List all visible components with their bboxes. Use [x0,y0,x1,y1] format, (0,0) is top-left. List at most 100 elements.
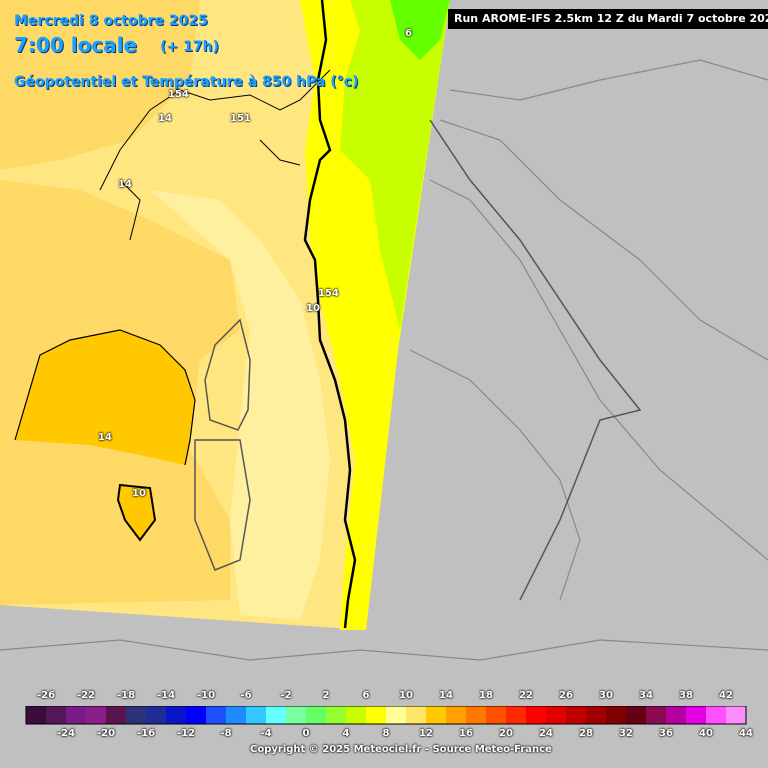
legend-swatch [326,706,347,724]
alps-contours [99,69,331,241]
legend-tick-label: 36 [659,728,673,739]
legend-swatch [666,706,687,724]
legend-swatch [726,706,747,724]
contour-label: 154 [318,288,339,299]
legend-tick-label: 24 [539,728,553,739]
legend-tick-label: 34 [639,690,653,701]
legend-frame [25,706,747,725]
legend-tick-label: 30 [599,690,613,701]
legend-swatch [46,706,67,724]
contour-10-zone [118,485,155,540]
legend-swatch [686,706,707,724]
local-time: 7:00 locale [14,33,138,57]
legend-tick-label: -6 [240,690,252,701]
legend-swatch [266,706,287,724]
legend-swatch [106,706,127,724]
contour-label: 14 [158,113,172,124]
legend-tick-label: -4 [260,728,272,739]
legend-swatch [146,706,167,724]
legend-swatch [286,706,307,724]
legend-tick-label: -12 [176,728,196,739]
legend-swatch [186,706,207,724]
legend-swatch [226,706,247,724]
copyright: Copyright © 2025 Meteociel.fr - Source M… [250,744,552,755]
forecast-date: Mercredi 8 octobre 2025 [14,13,208,29]
legend-swatch [86,706,107,724]
warm-core-14 [15,330,195,465]
legend-swatch [166,706,187,724]
legend-swatch [646,706,667,724]
color-scale-legend: -26 -22 -18 -14 -10 -6 -2 2 6 10 14 18 22 26 30 34 38 42 … [0,690,768,768]
contour-label: 10 [306,303,320,314]
legend-swatch [486,706,507,724]
legend-swatch [606,706,627,724]
contour-label: 151 [230,113,251,124]
legend-swatch [426,706,447,724]
legend-swatch [626,706,647,724]
legend-tick-label: 16 [459,728,473,739]
legend-tick-label: -22 [76,690,96,701]
legend-swatch [66,706,87,724]
legend-tick-label: -10 [196,690,216,701]
corsica-coast [204,318,251,431]
legend-swatch [586,706,607,724]
legend-tick-label: 42 [719,690,733,701]
legend-swatch [466,706,487,724]
contour-label: 154 [168,89,189,100]
legend-tick-label: -8 [220,728,232,739]
legend-tick-label: 10 [399,690,413,701]
run-banner: Run AROME-IFS 2.5km 12 Z du Mardi 7 octo… [448,9,768,29]
legend-tick-label: 44 [739,728,753,739]
legend-tick-label: 14 [439,690,453,701]
legend-tick-label: 40 [699,728,713,739]
legend-swatch [506,706,527,724]
forecast-offset: (+ 17h) [160,39,219,55]
legend-tick-label: 18 [479,690,493,701]
warm-zone-west [0,0,200,170]
legend-tick-label: -16 [136,728,156,739]
legend-tick-label: 20 [499,728,513,739]
contour-label: 14 [98,432,112,443]
legend-swatch [386,706,407,724]
legend-swatch [26,706,47,724]
contour-label: 6 [405,28,412,39]
legend-tick-label: 32 [619,728,633,739]
legend-swatch [306,706,327,724]
legend-swatch [366,706,387,724]
legend-swatch [406,706,427,724]
ligurian-light-zone [150,190,330,620]
contour-label: 10 [132,488,146,499]
legend-tick-label: 26 [559,690,573,701]
color-scale-bar [25,706,747,725]
contour-label: 14 [118,179,132,190]
legend-swatch [546,706,567,724]
parameter-title: Géopotentiel et Température à 850 hPa (°… [14,74,359,90]
contour-10-loop [116,483,157,542]
lime-band [340,0,450,330]
legend-swatch [206,706,227,724]
legend-tick-label: -24 [56,728,76,739]
legend-swatch [346,706,367,724]
legend-tick-label: 38 [679,690,693,701]
legend-tick-label: 6 [362,690,370,701]
legend-tick-label: -2 [280,690,292,701]
legend-swatch [526,706,547,724]
legend-swatch [246,706,267,724]
legend-swatch [446,706,467,724]
legend-tick-label: 2 [322,690,330,701]
legend-tick-label: -26 [36,690,56,701]
legend-swatch [566,706,587,724]
italy-coast [429,119,642,601]
legend-tick-label: 22 [519,690,533,701]
legend-tick-label: 8 [382,728,390,739]
legend-tick-label: 12 [419,728,433,739]
legend-tick-label: -14 [156,690,176,701]
legend-tick-label: 28 [579,728,593,739]
country-borders [0,59,768,661]
coastline-west [303,0,357,629]
contour-14-west [14,329,196,466]
legend-tick-label: -20 [96,728,116,739]
green-band [390,0,450,60]
legend-tick-label: -18 [116,690,136,701]
